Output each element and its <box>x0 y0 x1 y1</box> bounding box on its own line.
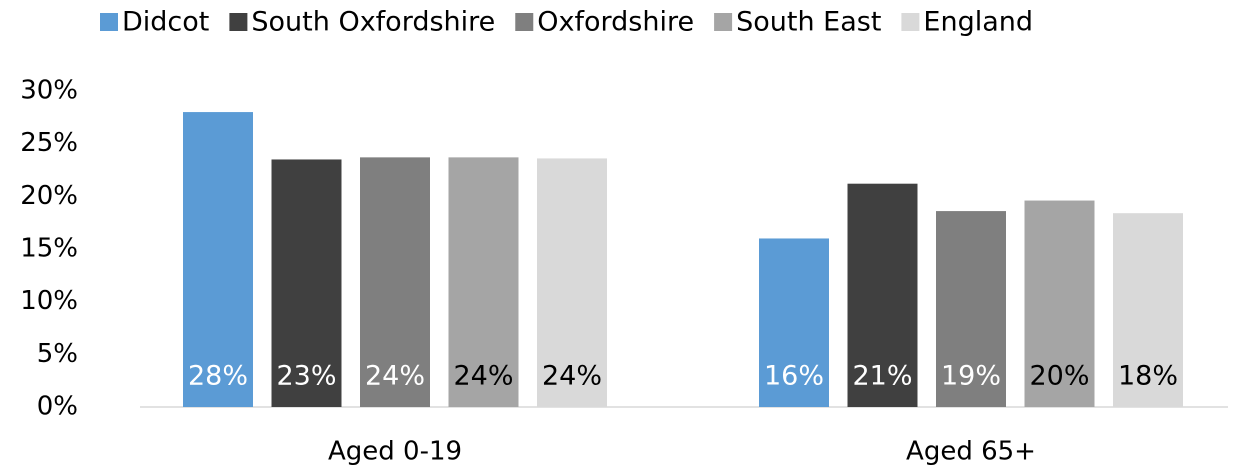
value-label: 19% <box>941 361 1001 392</box>
y-tick-label: 30% <box>20 76 78 106</box>
x-tick-label: Aged 65+ <box>906 437 1036 467</box>
value-label: 23% <box>276 361 336 392</box>
legend-label: England <box>923 7 1033 38</box>
legend-swatch <box>515 13 534 31</box>
legend-swatch <box>229 13 248 31</box>
legend-label: South Oxfordshire <box>251 7 495 38</box>
bar <box>759 238 829 407</box>
bar <box>847 183 918 407</box>
value-label: 24% <box>542 361 602 392</box>
bar <box>360 157 430 407</box>
y-tick-label: 10% <box>20 286 78 316</box>
y-tick-label: 20% <box>20 181 78 211</box>
legend-swatch <box>901 13 920 31</box>
value-label: 24% <box>453 361 513 392</box>
bar <box>1024 200 1095 407</box>
bar <box>448 157 519 407</box>
legend-swatch <box>714 13 733 31</box>
value-label: 16% <box>764 361 824 392</box>
x-tick-label: Aged 0-19 <box>328 437 462 467</box>
bar <box>1113 213 1183 407</box>
y-tick-label: 15% <box>20 234 78 264</box>
value-label: 24% <box>365 361 425 392</box>
legend-label: Oxfordshire <box>537 7 694 38</box>
legend-swatch <box>100 13 118 31</box>
y-tick-label: 25% <box>20 128 78 158</box>
bar <box>936 211 1006 407</box>
value-label: 20% <box>1029 361 1089 392</box>
value-label: 28% <box>188 361 248 392</box>
bar <box>271 159 342 407</box>
y-tick-label: 0% <box>37 392 78 422</box>
legend-label: South East <box>736 7 881 38</box>
legend-label: Didcot <box>122 7 209 38</box>
bar <box>537 158 607 407</box>
value-label: 18% <box>1118 361 1178 392</box>
value-label: 21% <box>852 361 912 392</box>
bar <box>183 112 253 408</box>
y-tick-label: 5% <box>37 339 78 369</box>
